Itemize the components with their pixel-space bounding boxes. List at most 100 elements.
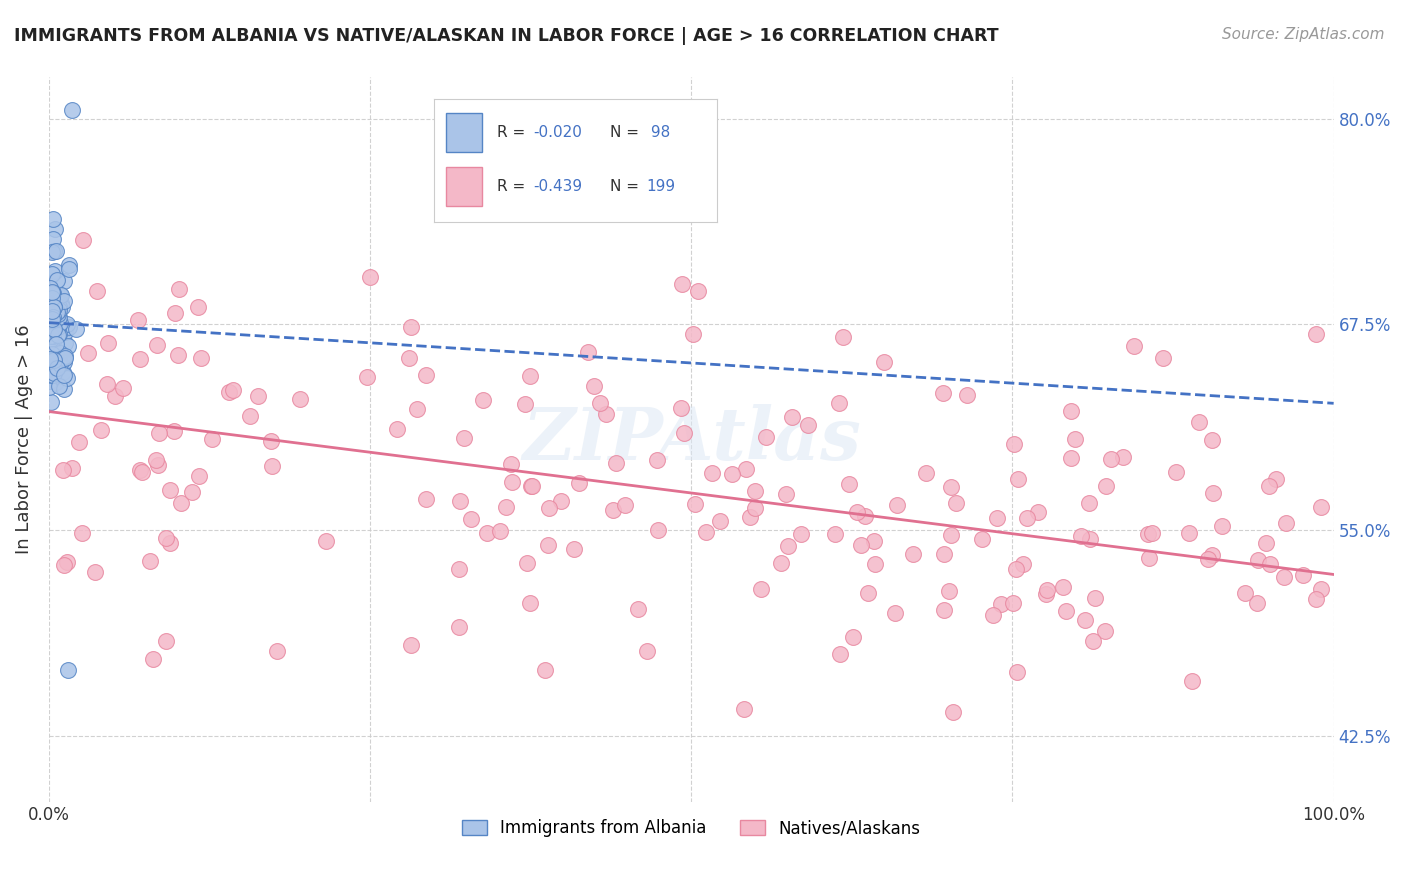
Point xyxy=(495,500,517,514)
Point xyxy=(1094,624,1116,639)
Point xyxy=(190,351,212,365)
Point xyxy=(671,277,693,291)
Point xyxy=(720,467,742,482)
Point xyxy=(45,244,67,258)
Point xyxy=(449,620,471,634)
Point xyxy=(932,602,955,616)
Point xyxy=(42,310,65,325)
Point xyxy=(401,320,423,334)
Point xyxy=(1246,596,1268,610)
Point xyxy=(942,705,965,719)
Point xyxy=(1140,525,1163,540)
Point xyxy=(1078,532,1101,546)
Point xyxy=(72,233,94,247)
Point xyxy=(41,245,63,260)
Point xyxy=(70,525,93,540)
Point xyxy=(44,315,66,329)
Point xyxy=(46,360,69,375)
Point xyxy=(104,389,127,403)
Point xyxy=(1258,479,1281,493)
Point xyxy=(48,327,70,342)
Point xyxy=(915,467,938,481)
Point xyxy=(44,352,66,367)
Point xyxy=(934,548,956,562)
Point xyxy=(770,556,793,570)
Point xyxy=(778,539,800,553)
Point xyxy=(359,270,381,285)
Point xyxy=(797,417,820,432)
Point xyxy=(96,377,118,392)
Point xyxy=(1063,432,1085,446)
Point xyxy=(534,663,557,677)
Point xyxy=(41,298,63,312)
Point xyxy=(849,538,872,552)
Point xyxy=(266,643,288,657)
Point xyxy=(53,351,76,366)
Point xyxy=(41,286,63,301)
Point xyxy=(145,453,167,467)
Point xyxy=(472,392,495,407)
Point xyxy=(385,422,408,436)
Point xyxy=(84,566,107,580)
Point xyxy=(45,375,67,389)
Point xyxy=(1272,570,1295,584)
Point xyxy=(568,475,591,490)
Point xyxy=(1094,478,1116,492)
Point xyxy=(647,524,669,538)
Point xyxy=(46,361,69,376)
Point xyxy=(58,261,80,276)
Point xyxy=(111,380,134,394)
Point xyxy=(52,351,75,366)
Point xyxy=(939,528,962,542)
Point xyxy=(51,288,73,302)
Point xyxy=(48,302,70,317)
Point xyxy=(46,307,69,321)
Point xyxy=(41,394,63,409)
Legend: Immigrants from Albania, Natives/Alaskans: Immigrants from Albania, Natives/Alaskan… xyxy=(456,813,927,844)
Point xyxy=(562,541,585,556)
Point xyxy=(221,383,243,397)
Point xyxy=(986,510,1008,524)
Point xyxy=(516,556,538,570)
Point xyxy=(41,286,63,301)
Point xyxy=(865,557,887,571)
Point xyxy=(415,491,437,506)
Point xyxy=(499,457,522,471)
Point xyxy=(578,103,600,118)
Text: IMMIGRANTS FROM ALBANIA VS NATIVE/ALASKAN IN LABOR FORCE | AGE > 16 CORRELATION : IMMIGRANTS FROM ALBANIA VS NATIVE/ALASKA… xyxy=(14,27,998,45)
Point xyxy=(163,425,186,439)
Point xyxy=(127,312,149,326)
Point xyxy=(44,322,66,336)
Point xyxy=(41,351,63,365)
Point xyxy=(41,307,63,321)
Point xyxy=(749,582,772,597)
Point xyxy=(1007,471,1029,485)
Point xyxy=(830,648,852,662)
Point xyxy=(415,368,437,383)
Point xyxy=(56,555,79,569)
Point xyxy=(1123,339,1146,353)
Point xyxy=(519,596,541,610)
Point xyxy=(780,410,803,425)
Point xyxy=(673,426,696,441)
Point xyxy=(39,368,62,382)
Point xyxy=(1201,549,1223,563)
Point xyxy=(614,498,637,512)
Point xyxy=(42,232,65,246)
Point xyxy=(1136,526,1159,541)
Point xyxy=(941,480,963,494)
Point xyxy=(449,494,471,508)
Point xyxy=(42,309,65,323)
Point xyxy=(636,644,658,658)
Point xyxy=(1202,486,1225,500)
Point xyxy=(1310,582,1333,596)
Point xyxy=(1059,404,1081,418)
Point xyxy=(77,346,100,360)
Point xyxy=(42,307,65,321)
Point xyxy=(447,561,470,575)
Point xyxy=(645,453,668,467)
Point xyxy=(41,368,63,382)
Point xyxy=(1188,415,1211,429)
Point xyxy=(45,286,67,301)
Point xyxy=(42,244,65,259)
